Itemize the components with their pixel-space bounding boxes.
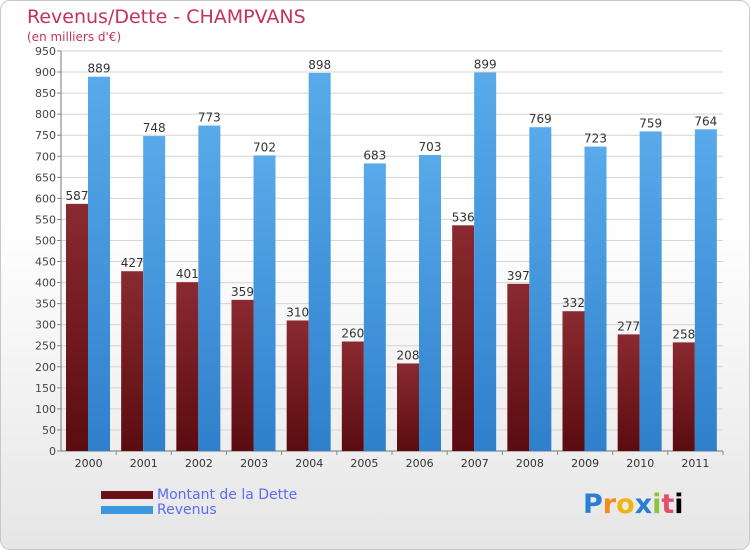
revenue-value-label: 683 bbox=[363, 148, 386, 162]
chart-title: Revenus/Dette - CHAMPVANS bbox=[27, 6, 306, 28]
x-tick-label: 2008 bbox=[516, 457, 544, 470]
x-tick-label: 2003 bbox=[240, 457, 268, 470]
revenue-bar bbox=[529, 127, 552, 452]
revenue-bar bbox=[198, 125, 221, 452]
proxiti-logo: Proxiti bbox=[583, 489, 684, 520]
debt-bar bbox=[231, 299, 254, 451]
x-tick-label: 2009 bbox=[571, 457, 599, 470]
debt-value-label: 359 bbox=[231, 285, 254, 299]
y-tick-label: 50 bbox=[42, 424, 56, 437]
debt-value-label: 587 bbox=[66, 189, 89, 203]
y-tick-label: 700 bbox=[35, 150, 56, 163]
legend-item-revenue: Revenus bbox=[101, 502, 217, 518]
debt-value-label: 208 bbox=[397, 348, 420, 362]
legend-swatch-revenue bbox=[101, 506, 153, 514]
debt-bar bbox=[452, 225, 475, 451]
debt-bar bbox=[341, 341, 364, 451]
x-tick-label: 2007 bbox=[461, 457, 489, 470]
debt-value-label: 260 bbox=[341, 327, 364, 341]
revenue-value-label: 702 bbox=[253, 140, 276, 154]
revenue-value-label: 748 bbox=[143, 121, 166, 135]
y-tick-label: 950 bbox=[35, 45, 56, 58]
y-tick-label: 350 bbox=[35, 298, 56, 311]
debt-bar bbox=[507, 283, 530, 451]
y-tick-label: 450 bbox=[35, 256, 56, 269]
x-tick-label: 2004 bbox=[295, 457, 323, 470]
revenue-bar bbox=[143, 136, 166, 452]
debt-bar bbox=[286, 320, 309, 451]
debt-bar bbox=[176, 282, 199, 451]
debt-value-label: 310 bbox=[286, 305, 309, 319]
y-tick-label: 800 bbox=[35, 108, 56, 121]
y-tick-label: 600 bbox=[35, 192, 56, 205]
y-tick-label: 900 bbox=[35, 66, 56, 79]
revenue-value-label: 759 bbox=[639, 116, 662, 130]
y-tick-label: 550 bbox=[35, 213, 56, 226]
revenue-value-label: 764 bbox=[694, 114, 717, 128]
revenue-value-label: 889 bbox=[88, 62, 111, 76]
y-tick-label: 100 bbox=[35, 403, 56, 416]
revenue-bar bbox=[88, 76, 110, 452]
x-tick-label: 2010 bbox=[626, 457, 654, 470]
revenue-value-label: 769 bbox=[529, 112, 552, 126]
x-tick-label: 2005 bbox=[350, 457, 378, 470]
legend-swatch-debt bbox=[101, 491, 153, 499]
debt-value-label: 332 bbox=[562, 296, 585, 310]
revenue-bar bbox=[639, 131, 662, 451]
x-tick-label: 2000 bbox=[75, 457, 103, 470]
y-tick-label: 650 bbox=[35, 171, 56, 184]
debt-value-label: 536 bbox=[452, 210, 475, 224]
revenue-bar bbox=[308, 72, 331, 451]
y-tick-label: 750 bbox=[35, 129, 56, 142]
revenue-bar bbox=[474, 72, 497, 451]
y-tick-label: 0 bbox=[49, 445, 56, 458]
debt-value-label: 401 bbox=[176, 267, 199, 281]
legend-label-revenue: Revenus bbox=[157, 502, 217, 518]
revenue-value-label: 703 bbox=[419, 140, 442, 154]
y-tick-label: 200 bbox=[35, 361, 56, 374]
debt-value-label: 397 bbox=[507, 269, 530, 283]
debt-bar bbox=[562, 311, 585, 451]
y-tick-label: 850 bbox=[35, 87, 56, 100]
x-tick-label: 2001 bbox=[130, 457, 158, 470]
y-tick-label: 150 bbox=[35, 382, 56, 395]
debt-bar bbox=[397, 363, 419, 451]
legend-label-debt: Montant de la Dette bbox=[157, 487, 298, 503]
revenue-bar bbox=[253, 155, 276, 451]
debt-value-label: 277 bbox=[617, 319, 640, 333]
debt-bar bbox=[121, 271, 144, 451]
debt-bar bbox=[672, 342, 695, 451]
y-tick-label: 400 bbox=[35, 277, 56, 290]
debt-bar bbox=[617, 334, 640, 451]
chart-subtitle: (en milliers d'€) bbox=[27, 30, 122, 44]
revenue-bar bbox=[584, 146, 607, 451]
revenue-value-label: 773 bbox=[198, 111, 221, 125]
revenue-value-label: 723 bbox=[584, 132, 607, 146]
y-tick-label: 500 bbox=[35, 234, 56, 247]
x-tick-label: 2011 bbox=[681, 457, 709, 470]
revenue-value-label: 898 bbox=[308, 58, 331, 72]
revenue-bar bbox=[694, 129, 717, 451]
debt-value-label: 427 bbox=[121, 256, 144, 270]
revenue-bar bbox=[419, 155, 441, 451]
y-tick-label: 300 bbox=[35, 319, 56, 332]
legend-item-debt: Montant de la Dette bbox=[101, 487, 297, 503]
x-tick-label: 2002 bbox=[185, 457, 213, 470]
revenue-value-label: 899 bbox=[474, 57, 497, 71]
y-tick-label: 250 bbox=[35, 340, 56, 353]
x-tick-label: 2006 bbox=[406, 457, 434, 470]
revenue-bar bbox=[363, 163, 386, 451]
debt-bar bbox=[66, 203, 88, 451]
debt-value-label: 258 bbox=[672, 327, 695, 341]
